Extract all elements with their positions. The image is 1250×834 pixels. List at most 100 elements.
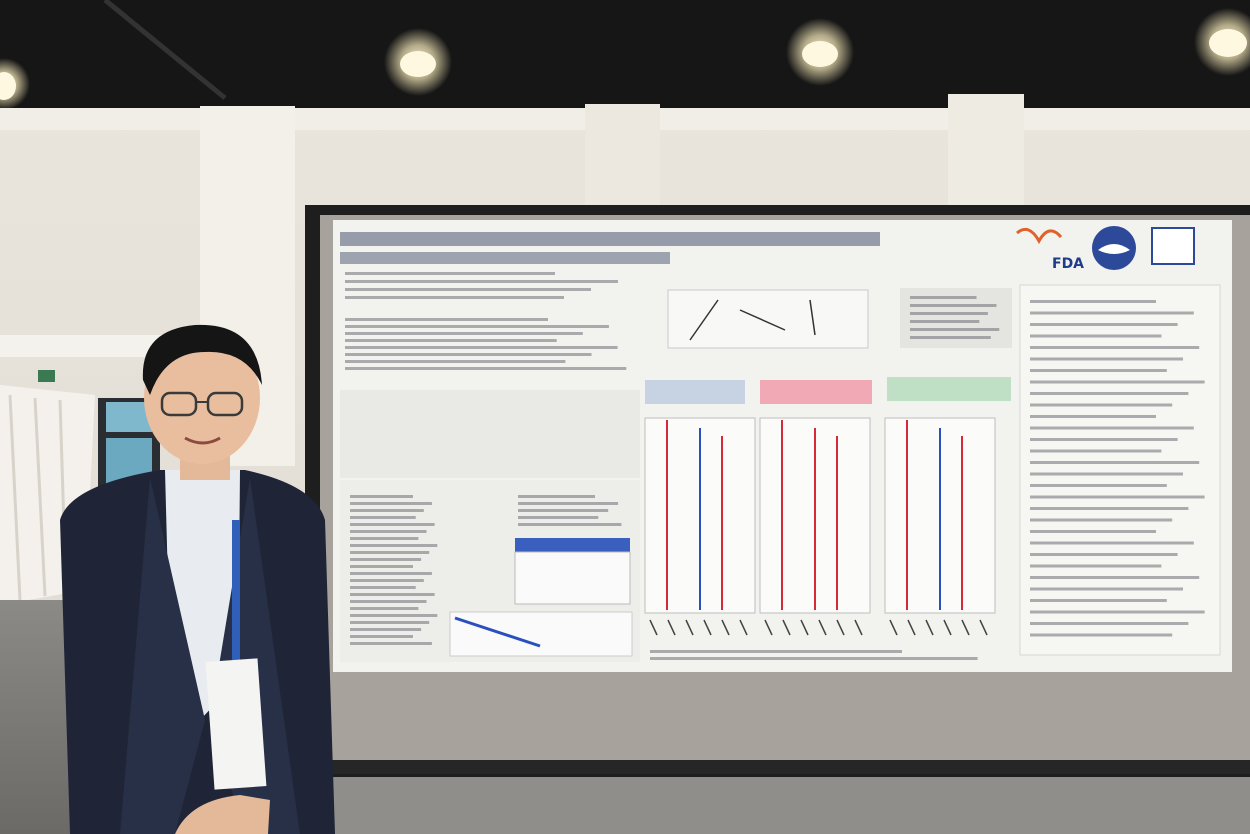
poster-text-line — [350, 558, 422, 561]
poster-text-line — [350, 565, 413, 568]
chromatogram — [925, 619, 934, 636]
poster-text-line — [1030, 541, 1194, 545]
poster-text-line — [345, 296, 564, 299]
poster-text-line — [910, 304, 997, 307]
poster-text-line — [650, 650, 902, 653]
poster-text-line — [345, 288, 591, 291]
poster-text-line — [1030, 369, 1167, 372]
poster-text-line — [518, 523, 622, 526]
poster-text-line — [518, 502, 619, 505]
poster-text-line — [910, 312, 988, 315]
poster-text-line — [1030, 530, 1156, 533]
poster-text-line — [350, 607, 419, 610]
poster-text-line — [350, 642, 432, 645]
poster-text-line — [345, 339, 557, 342]
poster-text-line — [910, 296, 977, 299]
poster-text-line — [1030, 346, 1200, 349]
poster-text-line — [1030, 633, 1173, 637]
poster-text-line — [350, 593, 435, 596]
poster-text-line — [345, 360, 566, 363]
poster-text-line — [350, 502, 432, 505]
poster-text-line — [350, 586, 416, 589]
poster-text-line — [350, 579, 424, 582]
poster-text-line — [350, 516, 416, 519]
chromatogram — [685, 619, 694, 636]
poster-text-line — [518, 509, 609, 512]
chromatogram — [854, 619, 863, 636]
poster-text-line — [1030, 426, 1194, 430]
poster-text-line — [910, 320, 980, 323]
chromatogram — [721, 619, 730, 636]
poster-text-line — [1030, 622, 1189, 625]
poster-text-line — [350, 551, 430, 554]
poster-text-line — [1030, 576, 1200, 579]
poster-text-line — [350, 600, 427, 603]
poster-text-line — [1030, 300, 1156, 303]
chromatogram — [907, 619, 916, 636]
poster-text-line — [350, 621, 430, 624]
poster-text-line — [1030, 484, 1167, 487]
chromatogram — [943, 619, 952, 636]
poster-text-line — [350, 495, 413, 498]
poster-text-line — [1030, 599, 1167, 602]
poster-text-line — [345, 280, 618, 283]
chromatogram — [961, 619, 970, 636]
poster-text-line — [345, 346, 618, 349]
chromatogram — [782, 619, 791, 636]
poster-text-line — [350, 628, 422, 631]
poster-text-line — [350, 509, 424, 512]
poster-text-line — [1030, 553, 1178, 556]
chromatogram — [644, 417, 996, 636]
chromatogram — [703, 619, 712, 636]
poster-text-line — [1030, 507, 1189, 510]
poster-text-line — [345, 272, 1205, 660]
poster-text-line — [1030, 438, 1178, 441]
poster-text-line — [910, 336, 991, 339]
poster-text-line — [1030, 415, 1156, 418]
poster-text-line — [1030, 518, 1173, 522]
poster-text-line — [345, 318, 548, 321]
poster-text-line — [518, 495, 595, 498]
poster-text-line — [1030, 587, 1183, 591]
poster-text-line — [1030, 461, 1200, 464]
poster-text-line — [350, 523, 435, 526]
poster-text-line — [345, 332, 583, 335]
poster-text-line — [1030, 380, 1205, 384]
poster-text-line — [345, 367, 627, 370]
poster-text-line — [1030, 403, 1173, 407]
poster-text-line — [350, 572, 432, 575]
poster-text-line — [1030, 449, 1162, 453]
poster-text-line — [1030, 392, 1189, 395]
poster-text-line — [1030, 334, 1162, 338]
poster-text-line — [1030, 610, 1205, 614]
chromatogram — [800, 619, 809, 636]
chromatogram — [649, 619, 658, 636]
poster-text-line — [350, 544, 438, 547]
poster: FDA — [333, 220, 1232, 672]
poster-text-line — [345, 353, 592, 356]
poster-text-line — [1030, 495, 1205, 499]
chromatogram — [739, 619, 748, 636]
chromatogram — [979, 619, 988, 636]
chromatogram — [818, 619, 827, 636]
ceiling — [0, 0, 1250, 118]
poster-text-line — [1030, 357, 1183, 361]
chromatogram — [764, 619, 773, 636]
chromatogram — [667, 619, 676, 636]
poster-text-line — [350, 537, 419, 540]
person — [60, 324, 335, 834]
poster-text-line — [350, 635, 413, 638]
chromatogram — [889, 619, 898, 636]
poster-text-line — [1030, 323, 1178, 326]
poster-text-line — [350, 614, 438, 617]
poster-text-line — [1030, 472, 1183, 476]
poster-text-line — [345, 272, 555, 275]
poster-text-line — [910, 328, 1000, 331]
poster-text-line — [650, 657, 978, 660]
chromatogram — [836, 619, 845, 636]
poster-text-line — [1030, 311, 1194, 315]
poster-text-line — [1030, 564, 1162, 568]
poster-text-line — [350, 530, 427, 533]
